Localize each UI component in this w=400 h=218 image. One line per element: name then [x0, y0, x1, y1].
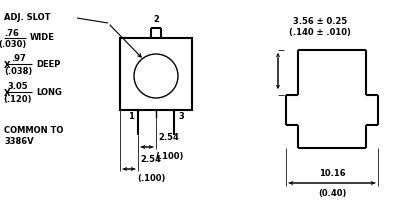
Text: (0.40): (0.40) — [318, 189, 346, 198]
Text: .97: .97 — [11, 53, 25, 63]
Text: 3.56 ± 0.25: 3.56 ± 0.25 — [293, 17, 347, 27]
Text: COMMON TO: COMMON TO — [4, 126, 63, 135]
Text: X: X — [4, 61, 10, 70]
Text: 3386V: 3386V — [4, 136, 34, 145]
Circle shape — [134, 54, 178, 98]
Text: .76: .76 — [4, 29, 20, 37]
Text: DEEP: DEEP — [36, 60, 60, 68]
Text: (.140 ± .010): (.140 ± .010) — [289, 29, 351, 37]
Text: (.038): (.038) — [4, 66, 32, 75]
Text: LONG: LONG — [36, 87, 62, 97]
Text: 2.54: 2.54 — [158, 133, 180, 142]
Text: (.030): (.030) — [0, 41, 26, 49]
Text: WIDE: WIDE — [30, 34, 55, 43]
Bar — [120, 38, 192, 110]
Text: X: X — [4, 89, 10, 97]
Text: (.100): (.100) — [137, 174, 165, 183]
Text: 3: 3 — [178, 112, 184, 121]
Text: (.120): (.120) — [4, 94, 32, 104]
Text: 2: 2 — [153, 15, 159, 24]
Text: 3.05: 3.05 — [8, 82, 28, 90]
Text: (.100): (.100) — [155, 152, 183, 161]
Text: 2.54: 2.54 — [140, 155, 162, 164]
Text: ADJ. SLOT: ADJ. SLOT — [4, 14, 50, 22]
Text: 10.16: 10.16 — [319, 169, 345, 178]
Text: 1: 1 — [128, 112, 134, 121]
